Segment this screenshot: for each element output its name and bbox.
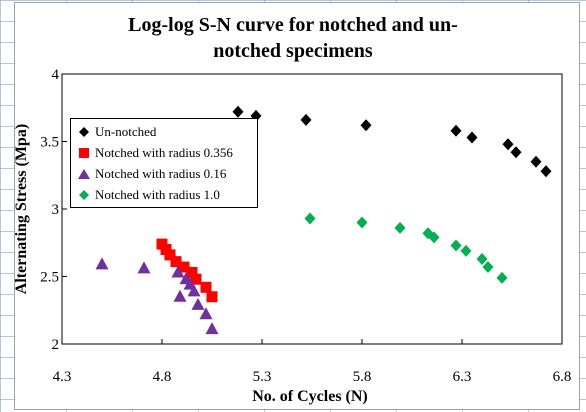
data-point-diamond — [510, 146, 522, 159]
y-tick-label: 2.5 — [40, 270, 59, 286]
legend: Un-notched Notched with radius 0.356 Not… — [70, 118, 258, 208]
legend-item-radius-016: Notched with radius 0.16 — [71, 163, 257, 184]
data-point-diamond — [232, 105, 244, 118]
data-point-square — [164, 249, 176, 261]
legend-label: Notched with radius 0.356 — [95, 144, 233, 160]
legend-item-radius-10: Notched with radius 1.0 — [71, 184, 257, 205]
data-point-diamond — [450, 124, 462, 137]
data-point-diamond — [476, 252, 488, 265]
legend-label: Notched with radius 1.0 — [95, 186, 220, 202]
data-point-triangle — [205, 322, 219, 335]
x-axis-title: No. of Cycles (N) — [252, 388, 368, 405]
legend-item-radius-0356: Notched with radius 0.356 — [71, 142, 257, 163]
diamond-marker-icon — [77, 189, 91, 201]
y-tick-label: 3.5 — [40, 135, 59, 151]
y-tick-label: 2 — [52, 337, 60, 353]
x-tick-label: 5.3 — [253, 369, 272, 385]
data-point-diamond — [304, 212, 316, 225]
data-point-triangle — [199, 307, 213, 320]
data-point-diamond — [502, 138, 514, 151]
x-tick-label: 4.3 — [53, 369, 72, 385]
x-tick-label: 4.8 — [153, 369, 172, 385]
data-point-diamond — [300, 113, 312, 126]
square-marker-icon — [77, 147, 91, 159]
y-axis-title: Alternating Stress (Mpa) — [13, 123, 30, 295]
data-point-square — [178, 261, 190, 273]
data-point-triangle — [187, 284, 201, 297]
data-point-square — [170, 256, 182, 268]
data-point-triangle — [173, 289, 187, 302]
y-tick-label: 4 — [52, 67, 60, 83]
data-point-square — [206, 291, 218, 303]
data-point-diamond — [450, 239, 462, 252]
y-tick-label: 3 — [52, 202, 60, 218]
data-point-diamond — [496, 271, 508, 284]
data-point-square — [190, 273, 202, 285]
x-tick-label: 5.8 — [353, 369, 372, 385]
data-point-diamond — [466, 131, 478, 144]
chart-title: Log-log S-N curve for notched and un- no… — [10, 12, 576, 64]
x-tick-label: 6.3 — [453, 369, 472, 385]
data-point-diamond — [428, 231, 440, 244]
chart-title-line-2: notched specimens — [213, 40, 373, 62]
data-point-diamond — [360, 119, 372, 132]
data-point-square — [186, 266, 198, 278]
diamond-marker-icon — [77, 126, 91, 138]
data-point-triangle — [137, 261, 151, 274]
data-point-diamond — [394, 221, 406, 234]
data-point-diamond — [482, 261, 494, 274]
legend-item-un-notched: Un-notched — [71, 121, 257, 142]
data-point-triangle — [95, 257, 109, 270]
plot-frame — [61, 73, 563, 345]
data-point-diamond — [460, 244, 472, 257]
legend-label: Un-notched — [95, 123, 157, 139]
data-point-triangle — [171, 265, 185, 278]
data-point-diamond — [530, 155, 542, 168]
data-point-square — [200, 281, 212, 293]
x-tick-label: 6.8 — [553, 369, 572, 385]
chart-title-line-1: Log-log S-N curve for notched and un- — [128, 14, 458, 36]
triangle-marker-icon — [77, 168, 91, 180]
data-point-diamond — [540, 165, 552, 178]
data-point-triangle — [191, 297, 205, 310]
data-point-diamond — [356, 216, 368, 229]
legend-label: Notched with radius 0.16 — [95, 165, 227, 181]
